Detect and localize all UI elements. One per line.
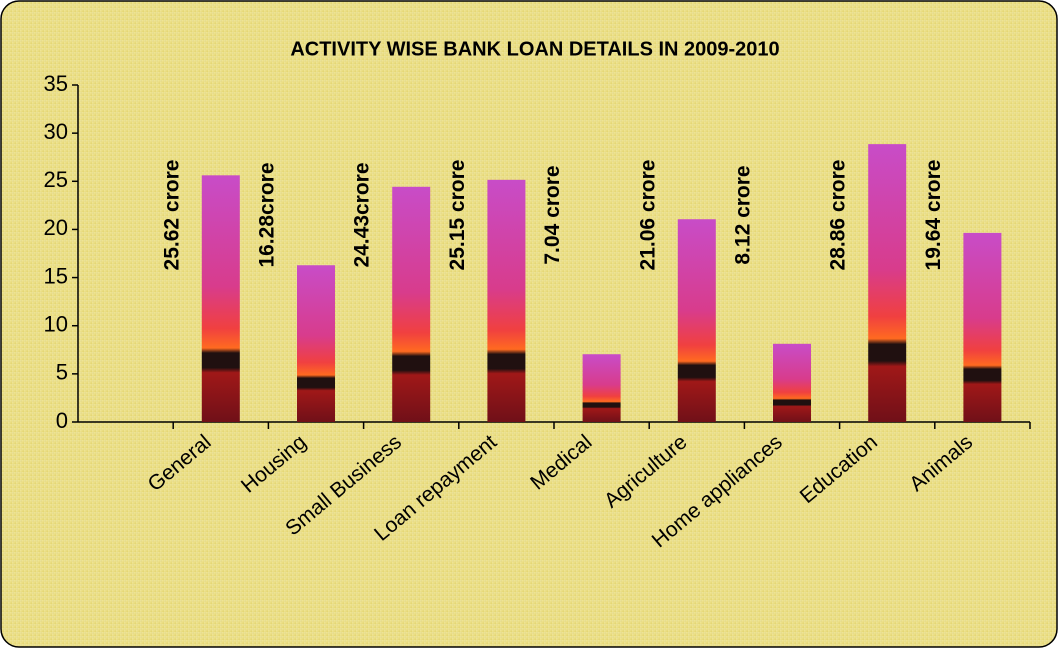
value-label: 19.64 crore xyxy=(922,160,945,271)
y-tick-label: 5 xyxy=(56,360,68,385)
y-tick-label: 20 xyxy=(44,215,68,240)
value-label: 24.43crore xyxy=(351,162,374,267)
bar xyxy=(392,186,431,422)
y-tick-label: 30 xyxy=(44,119,68,144)
y-tick-label: 25 xyxy=(44,167,68,192)
bar xyxy=(963,232,1002,422)
bar xyxy=(868,144,907,422)
bar xyxy=(677,219,716,422)
y-tick-label: 10 xyxy=(44,312,68,337)
value-label: 25.15 crore xyxy=(446,160,469,271)
bar xyxy=(487,179,526,422)
value-label: 28.86 crore xyxy=(827,160,850,271)
y-tick-label: 15 xyxy=(44,263,68,288)
bar xyxy=(297,265,335,422)
value-label: 7.04 crore xyxy=(541,165,564,264)
bar xyxy=(201,175,240,422)
value-label: 16.28crore xyxy=(256,162,279,267)
y-tick-label: 35 xyxy=(44,71,68,96)
bar xyxy=(582,354,621,422)
value-label: 21.06 crore xyxy=(636,160,659,271)
chart-title: ACTIVITY WISE BANK LOAN DETAILS IN 2009-… xyxy=(290,38,779,60)
value-label: 25.62 crore xyxy=(160,160,183,271)
bar xyxy=(773,343,811,422)
y-tick-label: 0 xyxy=(56,408,68,433)
value-label: 8.12 crore xyxy=(732,165,755,264)
